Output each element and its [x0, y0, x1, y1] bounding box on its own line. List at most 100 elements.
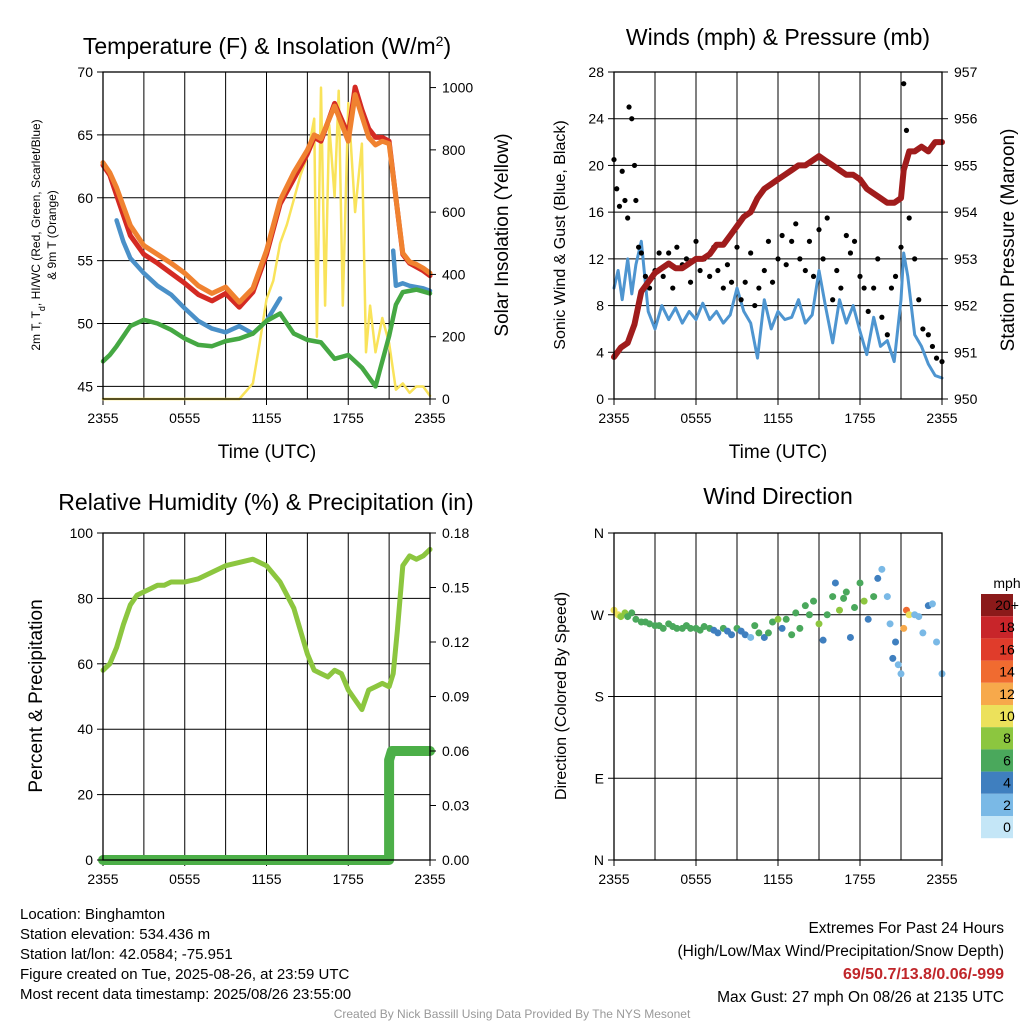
wind-direction-point: [836, 606, 843, 614]
wind-direction-point: [928, 600, 936, 608]
gust-point: [806, 238, 813, 244]
rh-ytick-label: 0: [85, 852, 93, 868]
wind-ytick-label: 28: [588, 64, 604, 80]
gust-point: [861, 285, 867, 291]
wind-direction-point: [892, 638, 900, 646]
wind-direction-point: [840, 594, 848, 602]
gust-point: [912, 256, 918, 262]
gust-point: [892, 273, 899, 279]
colorbar-label: 8: [1003, 730, 1011, 746]
wind-direction-point: [801, 602, 809, 610]
gust-point: [920, 326, 926, 332]
gust-point: [783, 262, 789, 268]
gust-point: [674, 244, 680, 250]
wind-direction-point: [889, 654, 897, 662]
gust-point: [742, 279, 748, 285]
station-latlon: Station lat/lon: 42.0584; -75.951: [20, 946, 233, 963]
temp-border: [102, 71, 431, 400]
colorbar-unit: mph: [993, 575, 1020, 591]
gust-point: [626, 104, 632, 110]
wind-direction-point: [632, 615, 640, 623]
rh-xtick-label: 2355: [87, 871, 118, 887]
wind-direction-point: [755, 629, 763, 637]
rh-ylabel: Percent & Precipitation: [26, 599, 47, 792]
rh-y2tick-label: 0.12: [442, 634, 469, 650]
gust-point: [619, 168, 625, 174]
wind-direction-point: [829, 593, 837, 601]
gust-point: [636, 244, 642, 250]
wind-xtick-label: 1155: [763, 410, 793, 426]
wdir-ytick-label: N: [594, 525, 604, 541]
wdir-ytick-label: W: [591, 607, 605, 623]
wind-direction-point: [778, 624, 786, 632]
colorbar-swatch: [981, 616, 1013, 639]
temp-y2tick-label: 400: [442, 266, 466, 282]
wind-direction-point: [805, 611, 813, 619]
temp-y2tick-label: 200: [442, 329, 466, 345]
wind-direction-point: [782, 615, 790, 623]
gust-point: [734, 244, 740, 250]
gust-point: [875, 256, 881, 262]
colorbar-label: 16: [999, 641, 1015, 657]
gust-point: [625, 215, 631, 221]
colorbar-label: 0: [1003, 819, 1011, 835]
extremes-title: Extremes For Past 24 Hours: [808, 920, 1004, 937]
gust-point: [720, 285, 726, 291]
max-gust: Max Gust: 27 mph On 08/26 at 2135 UTC: [717, 989, 1004, 1006]
winds-panel: 2355 0555 1155 1755 2355 0 4 8 12 16 20 24 28 950 951 9…: [552, 24, 1019, 463]
wind-direction-point: [823, 611, 831, 619]
wdir-xtick-label: 0555: [680, 871, 711, 887]
temp-title: Temperature (F) & Insolation (W/m2): [83, 33, 451, 59]
gust-point: [631, 162, 638, 169]
wind-ytick-label: 12: [588, 251, 604, 267]
wind-border: [613, 71, 943, 400]
wdir-xtick-label: 1155: [763, 871, 793, 887]
temperature-panel: 2355 0555 1155 1755 2355 45 50 55 60 65 70 0 200 400 6…: [29, 33, 513, 463]
gust-point: [752, 302, 758, 309]
gust-point: [656, 250, 662, 256]
rh-ytick-label: 20: [77, 787, 93, 803]
rh-y2tick-label: 0.18: [442, 525, 469, 541]
temp-xtick-label: 0555: [169, 410, 200, 426]
recent-timestamp: Most recent data timestamp: 2025/08/26 2…: [20, 986, 352, 1003]
rh-y2tick-label: 0.15: [442, 580, 469, 596]
colorbar-label: 4: [1003, 775, 1011, 791]
station-location: Location: Binghamton: [20, 906, 166, 923]
wind-y2tick-label: 951: [954, 344, 978, 360]
wind-direction-point: [864, 615, 872, 623]
wdir-ytick-label: N: [594, 852, 604, 868]
temp-xlabel: Time (UTC): [218, 442, 317, 463]
gust-point: [888, 285, 895, 291]
temp-xtick-label: 1155: [251, 410, 281, 426]
gust-point: [693, 238, 699, 244]
wind-direction-point: [628, 609, 636, 617]
humidity-panel: 2355 0555 1155 1755 2355 0 20 40 60 80 100 0.00 0.03…: [26, 489, 474, 887]
gust-point: [838, 285, 844, 291]
wind-direction-point: [741, 631, 749, 639]
gust-point: [901, 81, 907, 87]
extremes-box: Extremes For Past 24 Hours (High/Low/Max…: [678, 917, 1005, 1009]
rh-ytick-label: 60: [77, 656, 93, 672]
wdir-xtick-label: 2355: [926, 871, 957, 887]
gust-point: [843, 232, 849, 239]
colorbar-label: 20+: [995, 597, 1019, 613]
rh-y2tick-label: 0.00: [442, 852, 469, 868]
wind-xtick-label: 1755: [844, 410, 875, 426]
temp-y2label: Solar Insolation (Yellow): [492, 133, 513, 336]
gust-point: [903, 127, 910, 133]
gust-point: [933, 355, 940, 361]
gust-point: [851, 238, 858, 244]
wind-direction-point: [886, 620, 894, 628]
gust-point: [622, 197, 628, 204]
wind-direction-point: [747, 633, 755, 641]
wind-direction-point: [764, 629, 772, 637]
gust-point: [816, 227, 822, 233]
rh-xtick-label: 1155: [251, 871, 281, 887]
colorbar-label: 2: [1003, 797, 1011, 813]
temp9m-line: [100, 92, 433, 305]
wind-ytick-label: 0: [596, 391, 604, 407]
wind-direction-point: [659, 624, 667, 632]
colorbar-label: 12: [999, 686, 1015, 702]
temp-ytick-label: 70: [77, 64, 93, 80]
gust-point: [614, 186, 620, 192]
